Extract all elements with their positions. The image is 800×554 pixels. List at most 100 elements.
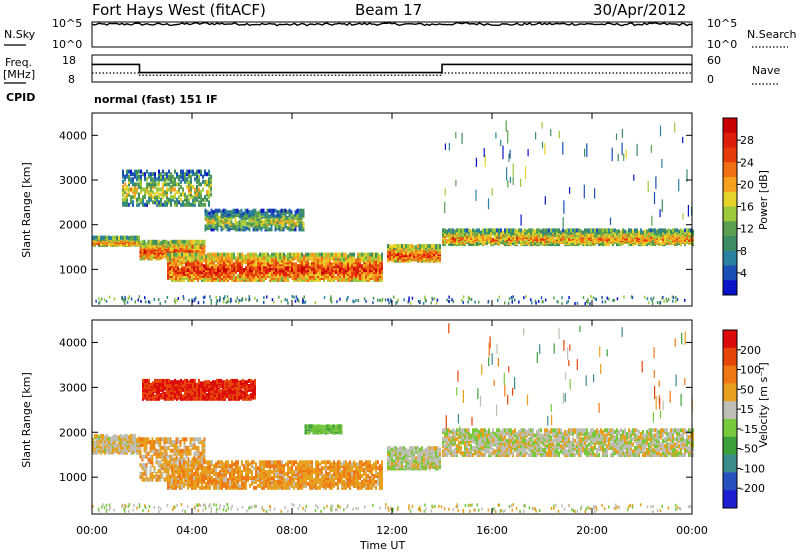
x-tick-label: 16:00 — [476, 524, 508, 537]
velocity-y-label: Slant Range [km] — [20, 372, 33, 468]
colorbar-cell — [723, 490, 737, 509]
colorbar-cell — [723, 436, 737, 456]
freq-label-line2: [MHz] — [3, 68, 35, 81]
colorbar-cell — [723, 365, 737, 384]
colorbar-tick-label: 24 — [740, 156, 754, 169]
frequency-line — [92, 63, 692, 74]
velocity-y-axis: 1000 2000 3000 4000 — [59, 336, 692, 484]
x-tick-label: 08:00 — [276, 524, 308, 537]
colorbar-tick-label: 50 — [740, 383, 754, 396]
power-y-axis: 1000 2000 3000 4000 — [59, 129, 692, 276]
power-y-label: Slant Range [km] — [20, 162, 33, 258]
y-tick-label: 3000 — [59, 174, 87, 187]
colorbar-tick-label: 12 — [740, 223, 754, 236]
nave-line — [92, 72, 692, 76]
y-tick-label: 1000 — [59, 263, 87, 276]
velocity-segment-6 — [304, 424, 343, 435]
freq-tick-bottom: 8 — [68, 73, 75, 86]
x-tick-label: 00:00 — [76, 524, 108, 537]
y-tick-label: 4000 — [59, 129, 87, 142]
y-tick-label: 2000 — [59, 426, 87, 439]
colorbar-cell — [723, 347, 737, 367]
date-label: 30/Apr/2012 — [593, 1, 686, 19]
cpid-value: normal (fast) 151 IF — [94, 93, 218, 106]
y-tick-label: 3000 — [59, 381, 87, 394]
x-axis-label: Time UT — [359, 539, 405, 552]
colorbar-cell — [723, 206, 737, 222]
colorbar-tick-label: -15 — [740, 423, 758, 436]
noise-strip: N.Sky 10^5 10^0 10^5 10^0 N.Search — [4, 17, 797, 51]
power-segment-5 — [122, 169, 212, 207]
velocity-colorbar-label: Velocity [m s⁻¹] — [757, 362, 770, 447]
velocity-speckle — [92, 323, 693, 514]
colorbar-cell — [723, 401, 737, 420]
x-tick-label: 12:00 — [376, 524, 408, 537]
power-segment-1 — [139, 239, 206, 261]
colorbar-tick-label: 28 — [740, 134, 754, 147]
velocity-segment-3 — [387, 446, 441, 471]
power-colorbar-label: Power [dB] — [757, 170, 770, 230]
colorbar-tick-label: 8 — [740, 245, 747, 258]
cpid-label: CPID — [6, 91, 35, 104]
colorbar-cell — [723, 221, 737, 237]
colorbar-cell — [723, 236, 737, 252]
colorbar-cell — [723, 147, 737, 163]
noise-sky-series — [91, 21, 693, 27]
frequency-strip-frame — [91, 54, 693, 83]
velocity-cells — [92, 323, 694, 514]
colorbar-tick-label: 20 — [740, 178, 754, 191]
colorbar-cell — [723, 265, 737, 281]
noise-trace — [91, 21, 693, 27]
colorbar-cell — [723, 132, 737, 148]
noise-tick-right-bottom: 10^0 — [707, 38, 737, 51]
x-tick-label: 00:00 — [676, 524, 708, 537]
colorbar-tick-label: -100 — [740, 462, 765, 475]
colorbar-cell — [723, 177, 737, 193]
y-tick-label: 2000 — [59, 219, 87, 232]
nave-tick-bottom: 0 — [707, 73, 714, 86]
velocity-panel: 1000 2000 3000 4000 Slant Range [km] 200 100… — [20, 319, 770, 515]
nsearch-label: N.Search — [747, 28, 797, 41]
y-tick-label: 1000 — [59, 471, 87, 484]
freq-label-line1: Freq. — [5, 56, 32, 69]
beam-label: Beam 17 — [355, 1, 422, 19]
time-x-axis: 00:00 04:00 08:00 12:00 16:00 20:00 00:00 — [76, 113, 708, 537]
freq-tick-top: 18 — [62, 54, 76, 67]
velocity-segment-5 — [142, 378, 256, 401]
noise-strip-frame — [91, 21, 693, 48]
noise-tick-left-bottom: 10^0 — [52, 38, 82, 51]
power-segment-4 — [442, 228, 694, 247]
y-tick-label: 4000 — [59, 336, 87, 349]
colorbar-tick-label: -200 — [740, 482, 765, 495]
power-panel: 1000 2000 3000 4000 Slant Range [km] 4 8 12 16… — [20, 112, 770, 307]
velocity-segment-2 — [167, 460, 383, 490]
station-title: Fort Hays West (fitACF) — [92, 1, 266, 19]
x-tick-label: 04:00 — [176, 524, 208, 537]
colorbar-cell — [723, 280, 737, 296]
colorbar-cell — [723, 454, 737, 473]
nave-tick-top: 60 — [707, 54, 721, 67]
noise-tick-left-top: 10^5 — [52, 17, 82, 30]
nsky-label: N.Sky — [4, 28, 36, 41]
velocity-segment-0 — [92, 434, 140, 455]
nave-label: Nave — [752, 64, 780, 77]
colorbar-tick-label: 15 — [740, 403, 754, 416]
power-segment-3 — [387, 244, 441, 263]
colorbar-tick-label: 100 — [740, 364, 761, 377]
colorbar-cell — [723, 383, 737, 402]
colorbar-cell — [723, 191, 737, 207]
power-segment-2 — [167, 252, 383, 282]
colorbar-tick-label: -50 — [740, 443, 758, 456]
colorbar-cell — [723, 330, 737, 349]
power-cells — [92, 120, 694, 306]
frequency-strip: Freq. [MHz] 18 8 60 0 Nave — [3, 54, 780, 86]
power-speckle — [95, 120, 693, 306]
x-tick-label: 20:00 — [576, 524, 608, 537]
colorbar-tick-label: 200 — [740, 344, 761, 357]
colorbar-tick-label: 4 — [740, 267, 747, 280]
colorbar-cell — [723, 162, 737, 178]
noise-tick-right-top: 10^5 — [707, 17, 737, 30]
colorbar-cell — [723, 472, 737, 491]
colorbar-cell — [723, 419, 737, 438]
